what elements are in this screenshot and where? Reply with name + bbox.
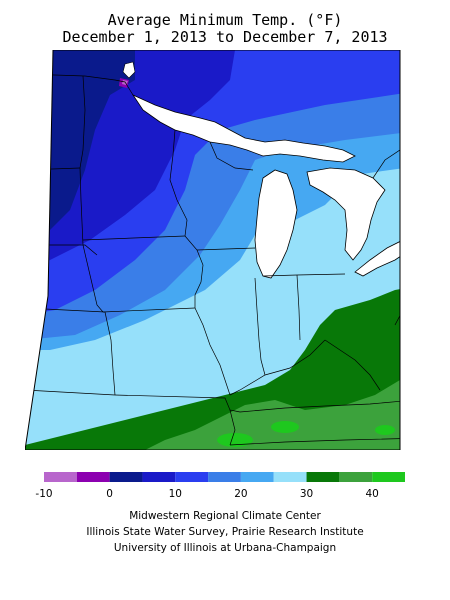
legend-tick-label: 0	[106, 488, 113, 500]
map-date-range: December 1, 2013 to December 7, 2013	[62, 28, 388, 46]
border-mo-ar	[114, 394, 241, 413]
lake-of-the-woods	[122, 61, 136, 79]
border-tn-south	[229, 437, 400, 446]
border-ky-wv	[324, 339, 381, 391]
credit-line-1: Midwestern Regional Climate Center	[129, 510, 321, 522]
border-wi-mi	[209, 141, 254, 171]
border-us-canada	[25, 73, 134, 96]
legend-tick-label: 20	[234, 488, 247, 500]
color-legend: -10 0 10 20 30 40	[35, 472, 405, 500]
border-in-oh	[296, 274, 301, 341]
border-mississippi-n	[184, 235, 204, 308]
legend-tick-label: 10	[169, 488, 182, 500]
legend-bin	[44, 472, 77, 482]
border-east	[372, 144, 400, 179]
border-ks-ok	[25, 389, 116, 396]
lake-michigan	[254, 169, 298, 279]
border-ia-mo	[102, 307, 196, 313]
legend-bin	[208, 472, 241, 482]
lake-superior	[131, 94, 356, 163]
border-ar-ms	[229, 409, 236, 446]
border-ohio-river	[229, 339, 326, 396]
lake-erie	[354, 237, 400, 277]
lake-huron	[306, 167, 386, 261]
legend-tick-label: 40	[365, 488, 378, 500]
map-title: Average Minimum Temp. (°F)	[107, 11, 343, 29]
border-il-in	[254, 277, 266, 376]
legend-tick-label: -10	[35, 488, 52, 500]
map-frame-left	[47, 50, 54, 297]
zone-40-45	[271, 421, 299, 433]
border-mi-in-oh	[262, 273, 346, 277]
credit-line-2: Illinois State Water Survey, Prairie Res…	[86, 526, 364, 538]
border-oh-pa	[394, 245, 400, 326]
legend-bin	[339, 472, 373, 482]
border-mn-wi	[169, 129, 188, 237]
border-mississippi-s	[194, 307, 231, 396]
legend-bin	[240, 472, 274, 482]
border-wi-il	[196, 247, 256, 251]
border-ky-tn	[239, 399, 400, 413]
zone-40-45	[375, 425, 395, 435]
border-mo-west	[104, 311, 116, 396]
legend-bin	[109, 472, 143, 482]
legend-bin	[76, 472, 110, 482]
border-mn-ia	[82, 235, 186, 241]
zone-35-40	[145, 370, 400, 450]
zone-40-45	[217, 433, 253, 447]
credit-line-3: University of Illinois at Urbana-Champai…	[113, 542, 337, 554]
legend-tick-label: 30	[300, 488, 313, 500]
legend-bin	[142, 472, 176, 482]
legend-bin	[175, 472, 209, 482]
border-ia-west	[82, 244, 104, 313]
border-mn-west	[79, 75, 86, 246]
temperature-map	[25, 50, 401, 450]
legend-bin	[273, 472, 307, 482]
map-frame	[25, 50, 401, 450]
legend-bin	[372, 472, 405, 482]
legend-bin	[306, 472, 340, 482]
